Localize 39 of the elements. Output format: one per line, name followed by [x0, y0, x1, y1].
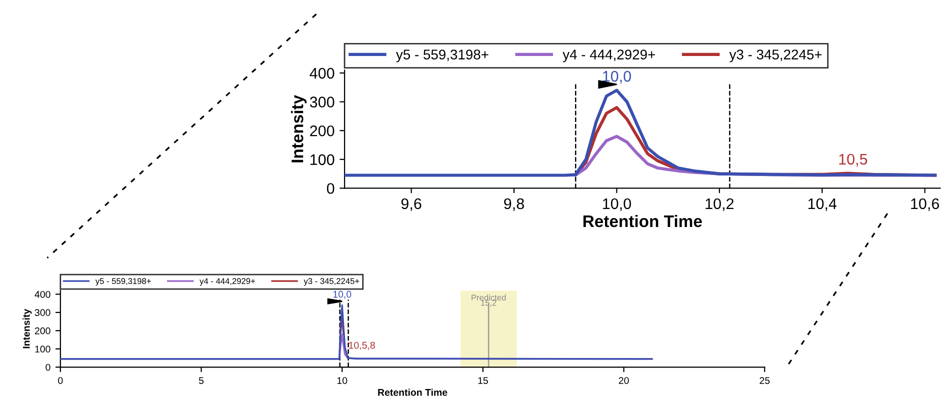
x-tick-label: 25: [760, 377, 770, 384]
x-axis-title: Retention Time: [583, 214, 702, 228]
y-tick-label: 0: [326, 183, 334, 194]
y-tick-label: 400: [34, 290, 50, 298]
y-tick-label: 0: [46, 364, 50, 371]
y-tick-label: 100: [35, 346, 50, 353]
y-tick-label: 200: [34, 327, 50, 334]
y-axis-title: Intensity: [291, 94, 307, 162]
legend-label: y5 - 559,3198+: [95, 278, 151, 286]
annotation: 10,0: [333, 290, 352, 299]
x-tick-label: 10,2: [706, 198, 734, 211]
x-tick-label: 9,6: [401, 198, 422, 211]
x-tick-label: 15: [478, 377, 488, 384]
legend-label: y4 - 444,2929+: [562, 50, 655, 62]
annotation: 10,5: [839, 154, 868, 166]
legend-label: y5 - 559,3198+: [396, 50, 488, 62]
y-axis-title: Intensity: [22, 308, 32, 348]
x-tick-label: 10,0: [603, 198, 631, 211]
y-tick-label: 300: [34, 309, 50, 316]
annotation: 10,5,8: [349, 342, 375, 350]
x-tick-label: 10,4: [808, 198, 837, 211]
line-series: [344, 88, 937, 177]
band-label: Predicted: [472, 294, 506, 301]
legend-label: y3 - 345,2245+: [304, 278, 360, 286]
ref-line-label: 15,2: [481, 300, 496, 307]
y-tick-label: 300: [310, 96, 334, 108]
annotation: 10,0: [603, 70, 631, 84]
x-axis-title: Retention Time: [378, 388, 448, 396]
x-tick-label: 10: [337, 377, 348, 384]
y-tick-label: 400: [310, 68, 334, 79]
x-tick-label: 10,6: [911, 198, 940, 211]
legend-label: y3 - 345,2245+: [729, 50, 822, 62]
x-tick-label: 5: [198, 377, 204, 384]
y-tick-label: 200: [310, 125, 334, 136]
x-tick-label: 9,8: [504, 198, 524, 211]
y-tick-label: 100: [310, 154, 334, 166]
x-tick-label: 0: [58, 377, 63, 384]
legend-label: y4 - 444,2929+: [200, 278, 255, 286]
x-tick-label: 20: [618, 377, 629, 384]
